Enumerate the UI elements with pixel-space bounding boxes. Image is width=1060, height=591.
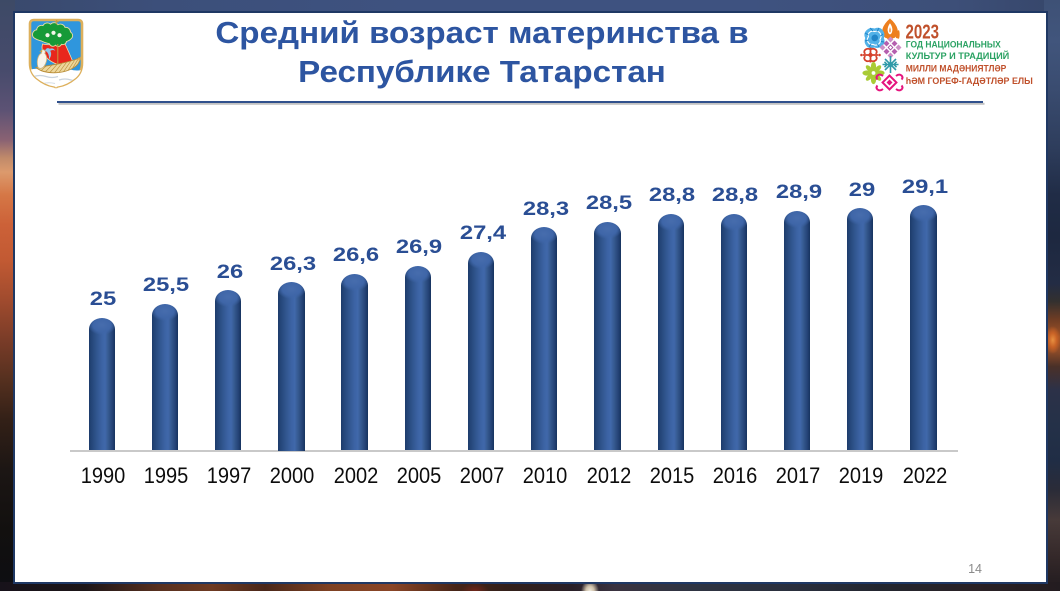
svg-text:һӘМ ГОРЕФ-ГАДӘТЛӘР ЕЛЫ: һӘМ ГОРЕФ-ГАДӘТЛӘР ЕЛЫ [906, 76, 1033, 86]
svg-text:КУЛЬТУР И ТРАДИЦИЙ: КУЛЬТУР И ТРАДИЦИЙ [906, 50, 1010, 61]
svg-text:ГОД НАЦИОНАЛЬНЫХ: ГОД НАЦИОНАЛЬНЫХ [906, 39, 1001, 49]
svg-text:2023: 2023 [906, 21, 940, 44]
svg-text:МИЛЛИ МАДӘНИЯТЛӘР: МИЛЛИ МАДӘНИЯТЛӘР [906, 64, 1007, 74]
